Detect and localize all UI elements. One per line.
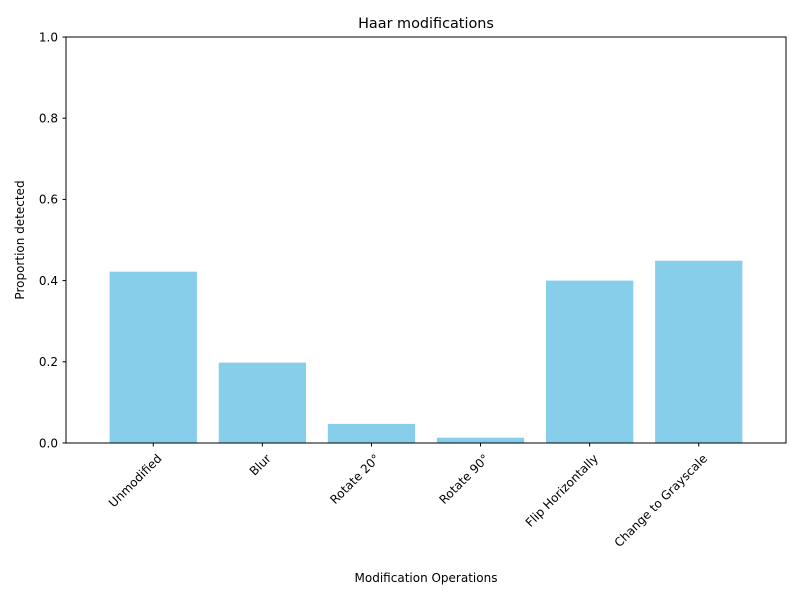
bar-2 bbox=[218, 362, 306, 443]
bar-4 bbox=[436, 437, 525, 443]
bar-1 bbox=[109, 271, 197, 443]
x-tick-label: Rotate 20° bbox=[327, 451, 382, 506]
y-tick-label: 0.8 bbox=[39, 112, 58, 126]
y-axis: 0.0 0.2 0.4 0.6 0.8 1.0 bbox=[39, 30, 66, 450]
x-axis: Unmodified Blur Rotate 20° Rotate 90° Flip H… bbox=[106, 443, 710, 550]
bar-5 bbox=[546, 280, 634, 443]
x-axis-label: Modification Operations bbox=[355, 571, 498, 585]
y-axis-label: Proportion detected bbox=[13, 180, 27, 299]
y-tick-label: 0.6 bbox=[39, 193, 58, 207]
bar-3 bbox=[327, 423, 416, 443]
y-tick-label: 0.4 bbox=[39, 274, 58, 288]
x-tick-label: Blur bbox=[247, 451, 274, 478]
y-tick-label: 0.2 bbox=[39, 355, 58, 369]
x-tick-label: Rotate 90° bbox=[436, 451, 491, 506]
x-tick-label: Change to Grayscale bbox=[612, 451, 710, 549]
bar-6 bbox=[655, 260, 743, 443]
x-tick-label: Unmodified bbox=[106, 451, 165, 510]
bars-group bbox=[109, 260, 743, 443]
plot-frame bbox=[65, 36, 787, 444]
y-tick-label: 0.0 bbox=[39, 436, 58, 450]
y-tick-label: 1.0 bbox=[39, 30, 58, 44]
x-tick-label: Flip Horizontally bbox=[523, 451, 601, 529]
chart-title: Haar modifications bbox=[358, 16, 494, 32]
